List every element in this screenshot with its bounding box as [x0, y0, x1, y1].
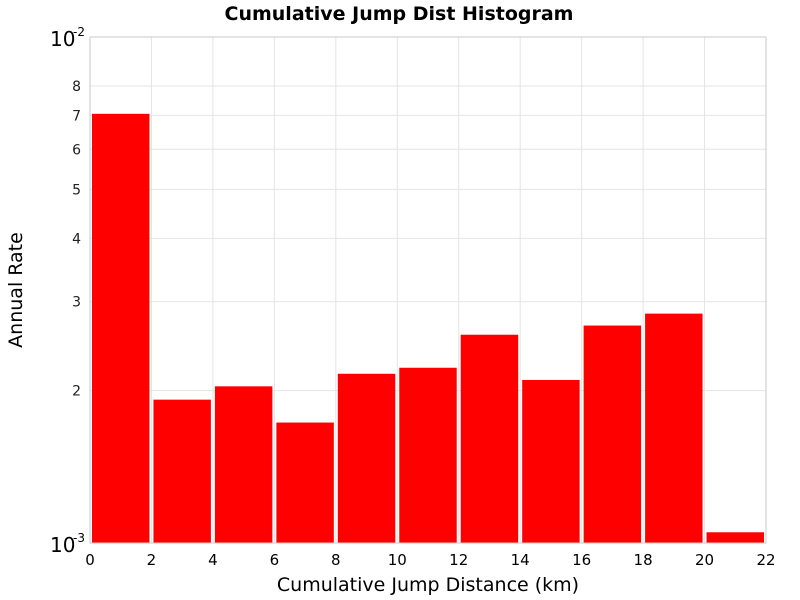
bar	[460, 334, 519, 543]
y-axis-label: Annual Rate	[5, 232, 27, 348]
chart-title: Cumulative Jump Dist Histogram	[225, 3, 574, 25]
bar	[337, 373, 396, 543]
x-axis-label: Cumulative Jump Distance (km)	[277, 574, 579, 596]
y-major-tick-label: 10	[50, 533, 75, 557]
bar	[153, 399, 211, 543]
y-tick-label: 6	[72, 142, 81, 158]
y-tick-label: 4	[72, 231, 81, 247]
y-tick-label: 8	[72, 79, 81, 95]
x-tick-label: 16	[572, 551, 591, 569]
x-tick-label: 12	[449, 551, 468, 569]
bar	[583, 325, 642, 543]
x-tick-label: 2	[147, 551, 157, 569]
x-tick-label: 20	[695, 551, 714, 569]
x-tick-label: 8	[331, 551, 341, 569]
y-tick-label: 3	[72, 295, 81, 311]
bar	[522, 379, 580, 543]
bar	[214, 386, 273, 543]
x-tick-label: 0	[85, 551, 95, 569]
x-tick-label: 14	[511, 551, 530, 569]
bar	[399, 367, 457, 543]
y-major-tick-exponent: -2	[73, 25, 85, 39]
bar	[92, 113, 150, 543]
y-major-tick-label: 10	[50, 27, 75, 51]
x-tick-label: 18	[634, 551, 653, 569]
plot-frame	[89, 36, 767, 544]
y-major-tick-exponent: -3	[73, 531, 85, 545]
x-tick-label: 4	[208, 551, 218, 569]
x-tick-label: 10	[388, 551, 407, 569]
y-tick-label: 2	[72, 384, 81, 400]
bar	[276, 422, 334, 543]
x-tick-labels: 0 2 4 6 8 10 12 14 16 18 20 22	[85, 551, 775, 569]
bars	[92, 113, 764, 543]
bar	[645, 313, 703, 543]
bar	[706, 532, 764, 543]
x-tick-label: 6	[270, 551, 280, 569]
y-tick-label: 7	[72, 108, 81, 124]
x-tick-label: 22	[756, 551, 775, 569]
y-tick-label: 5	[72, 182, 81, 198]
